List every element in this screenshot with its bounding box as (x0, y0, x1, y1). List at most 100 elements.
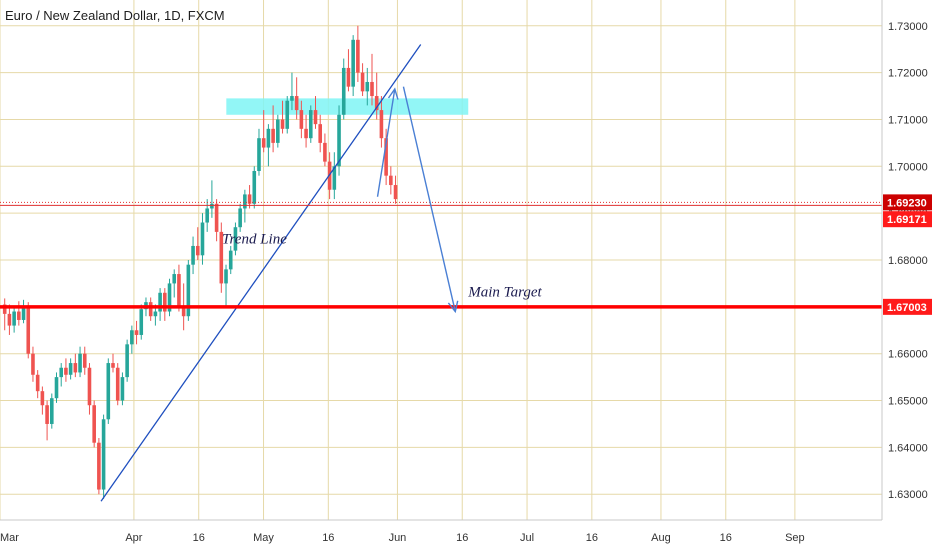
candle-body (389, 175, 393, 186)
candle-body (365, 81, 370, 92)
candle-body (73, 363, 78, 373)
candle-body (21, 306, 26, 320)
x-tick-label: Apr (125, 532, 142, 544)
price-label-box (883, 211, 932, 228)
candle-body (261, 138, 266, 148)
y-tick-label: 1.66000 (888, 349, 928, 361)
annotation-text: Trend Line (222, 232, 287, 248)
candle-body (163, 292, 167, 312)
candle-body (181, 306, 186, 317)
candle-body (12, 311, 16, 326)
candle-body (106, 363, 111, 420)
x-tick-label: Mar (0, 532, 19, 544)
candle-body (97, 442, 101, 490)
candle-body (40, 391, 45, 406)
candle-body (2, 304, 7, 314)
price-label-text: 1.69230 (887, 197, 927, 209)
candle-body (17, 311, 21, 320)
candle-body (294, 96, 299, 111)
candle-body (233, 227, 238, 251)
price-label-text: 1.67003 (887, 302, 927, 314)
candle-body (351, 39, 355, 87)
candle-body (101, 419, 106, 490)
candle-body (308, 110, 313, 139)
candle-body (393, 185, 398, 200)
projection-arrow-line (402, 86, 456, 312)
x-tick-label: 16 (456, 532, 468, 544)
candle-body (356, 39, 360, 73)
candle-body (186, 264, 191, 317)
candle-body (92, 405, 96, 443)
candle-body (167, 283, 172, 312)
projection-arrow-head (387, 87, 399, 100)
projection-arrow-head (447, 300, 459, 314)
x-tick-label: Sep (785, 532, 805, 544)
candle-body (139, 309, 144, 335)
candle-body (280, 119, 285, 129)
candle-body (374, 96, 379, 111)
y-tick-label: 1.71000 (888, 114, 928, 126)
candle-body (276, 119, 280, 143)
x-tick-label: 16 (193, 532, 205, 544)
y-tick-label: 1.68000 (888, 255, 928, 267)
candle-body (68, 363, 73, 375)
y-tick-label: 1.65000 (888, 396, 928, 408)
candle-body (346, 67, 351, 87)
candle-body (360, 72, 365, 92)
candle-body (111, 363, 115, 368)
candle-body (49, 398, 54, 424)
candle-body (271, 128, 275, 143)
x-tick-label: 16 (322, 532, 334, 544)
candle-body (172, 274, 177, 284)
candle-body (337, 114, 341, 167)
candle-body (299, 110, 304, 129)
x-tick-label: May (253, 532, 274, 544)
candle-body (54, 377, 59, 399)
candle-body (313, 110, 318, 125)
resistance-zone-rect (226, 98, 469, 115)
candle-body (224, 269, 228, 284)
x-tick-label: Jul (520, 532, 534, 544)
x-tick-label: Jun (389, 532, 407, 544)
x-tick-label: 16 (586, 532, 598, 544)
candle-body (384, 138, 388, 176)
price-label-box (883, 298, 932, 315)
candle-body (82, 353, 87, 368)
candle-body (243, 194, 247, 209)
candle-body (219, 231, 224, 284)
candle-body (205, 208, 209, 223)
candle-body (7, 313, 12, 326)
candle-body (78, 353, 82, 373)
candle-body (87, 367, 92, 406)
candle-body (200, 222, 205, 256)
candle-body (214, 203, 219, 232)
candle-body (370, 81, 374, 97)
resistance-zone (226, 98, 469, 115)
candle-body (238, 208, 242, 228)
projection-arrow-line (376, 88, 396, 197)
candle-body (115, 367, 120, 401)
candle-body (318, 124, 322, 143)
price-label-text: 1.69171 (887, 214, 927, 226)
candle-body (130, 330, 134, 345)
grid (0, 0, 882, 520)
chart-title: Euro / New Zealand Dollar, 1D, FXCM (5, 8, 225, 23)
candle-body (134, 330, 139, 335)
y-tick-label: 1.63000 (888, 489, 928, 501)
candle-body (26, 306, 31, 354)
y-tick-label: 1.70000 (888, 161, 928, 173)
candle-body (323, 142, 327, 162)
y-tick-label: 1.73000 (888, 21, 928, 33)
drawings: Trend Line Main Target (0, 44, 882, 502)
candle-body (266, 128, 271, 148)
candle-body (252, 170, 257, 204)
candle-body (195, 245, 200, 256)
y-tick-label: 1.72000 (888, 68, 928, 80)
candle-body (31, 353, 35, 375)
candle-body (125, 344, 129, 378)
candle-body (332, 166, 337, 190)
candle-body (35, 374, 40, 392)
